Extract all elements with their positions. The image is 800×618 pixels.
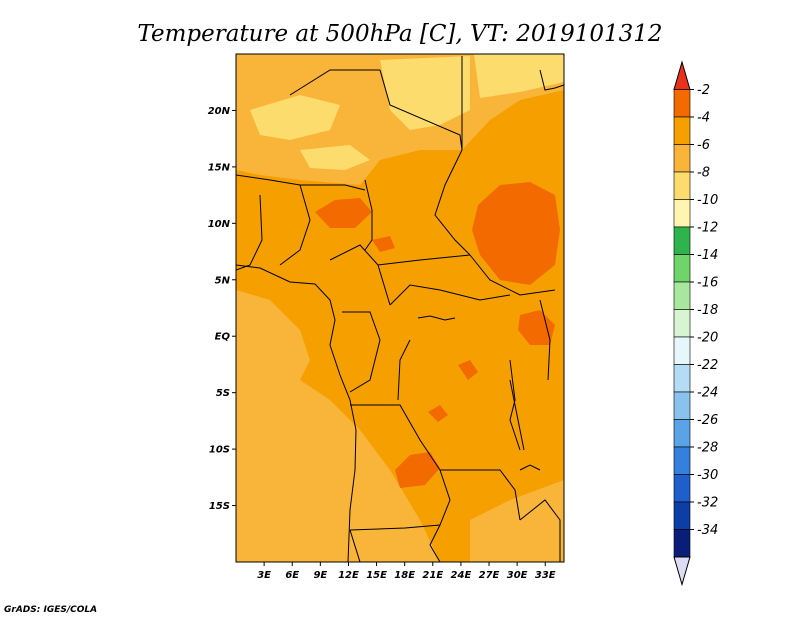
colorbar-label: -22 xyxy=(697,358,718,373)
y-axis: 20N 15N 10N 5N EQ 5S 10S 15S xyxy=(208,106,236,512)
y-tick-label: 10N xyxy=(208,219,231,230)
x-tick-label: 30E xyxy=(507,570,528,581)
x-tick-label: 9E xyxy=(313,570,327,581)
colorbar-label: -18 xyxy=(697,303,718,318)
colorbar-swatch xyxy=(673,89,691,118)
colorbar-swatch xyxy=(673,281,691,310)
field-level-8-southeast xyxy=(470,480,564,562)
colorbar-swatch xyxy=(673,226,691,255)
field-level-4-kasai xyxy=(428,405,448,422)
field-level-4-nigeria xyxy=(315,198,372,228)
y-tick-label: 15S xyxy=(209,501,230,512)
field-level-4-lake-victoria xyxy=(518,310,555,345)
colorbar-swatch xyxy=(673,144,691,173)
x-tick-label: 33E xyxy=(535,570,556,581)
colorbar: -2 -4 -6 -8 -10 -12 -14 -16 -18 -20 -22 -24 -26 -28 -3… xyxy=(673,60,718,587)
colorbar-label: -4 xyxy=(697,111,710,126)
colorbar-swatch xyxy=(673,254,691,283)
plot-frame xyxy=(235,53,565,563)
country-boundaries xyxy=(236,56,561,562)
colorbar-swatch xyxy=(673,391,691,420)
field-level-4-cameroon xyxy=(372,236,395,252)
colorbar-swatch xyxy=(673,474,691,503)
x-axis: 3E 6E 9E 12E 15E 18E 21E 24E 27E 30E 33E xyxy=(257,562,556,581)
x-tick-label: 21E xyxy=(422,570,443,581)
colorbar-bottom-triangle xyxy=(673,556,691,587)
x-tick-label: 18E xyxy=(394,570,415,581)
colorbar-swatch xyxy=(673,309,691,338)
colorbar-swatch xyxy=(673,446,691,475)
field-level-4-congo xyxy=(458,360,478,380)
field-level-10-libya xyxy=(380,56,470,130)
x-tick-label: 6E xyxy=(285,570,299,581)
colorbar-label: -16 xyxy=(697,276,718,291)
field-level-4-south-sudan xyxy=(472,182,560,285)
field-level-10-algeria xyxy=(250,95,340,140)
colorbar-swatch xyxy=(673,199,691,228)
colorbar-label: -10 xyxy=(697,193,718,208)
colorbar-label: -14 xyxy=(697,248,718,263)
colorbar-swatch xyxy=(673,116,691,145)
colorbar-label: -34 xyxy=(697,523,718,538)
y-tick-label: 20N xyxy=(208,106,231,117)
y-tick-label: 5S xyxy=(216,388,230,399)
coastlines xyxy=(236,69,564,562)
field-level-8-southwest xyxy=(236,290,440,562)
chart-title: Temperature at 500hPa [C], VT: 201910131… xyxy=(137,21,662,47)
y-tick-label: EQ xyxy=(215,332,231,343)
x-tick-label: 12E xyxy=(338,570,359,581)
colorbar-swatch xyxy=(673,171,691,200)
colorbar-top-triangle xyxy=(673,60,691,90)
colorbar-label: -26 xyxy=(697,413,718,428)
colorbar-label: -24 xyxy=(697,386,718,401)
colorbar-label: -12 xyxy=(697,221,718,236)
y-tick-label: 5N xyxy=(215,275,231,286)
colorbar-label: -8 xyxy=(697,166,710,181)
colorbar-label: -20 xyxy=(697,331,718,346)
x-tick-label: 15E xyxy=(366,570,387,581)
colorbar-label: -6 xyxy=(697,138,710,153)
colorbar-swatch xyxy=(673,364,691,393)
colorbar-swatch xyxy=(673,419,691,448)
colorbar-swatch xyxy=(673,336,691,365)
colorbar-label: -32 xyxy=(697,496,718,511)
x-tick-label: 27E xyxy=(479,570,500,581)
colorbar-swatch xyxy=(673,529,691,558)
x-tick-label: 24E xyxy=(451,570,472,581)
colorbar-label: -28 xyxy=(697,441,718,456)
grads-credit: GrADS: IGES/COLA xyxy=(4,605,97,615)
field-level-4-zambia xyxy=(395,452,440,488)
plot-area xyxy=(236,54,564,562)
colorbar-label: -30 xyxy=(697,468,718,483)
x-tick-label: 3E xyxy=(257,570,271,581)
y-tick-label: 15N xyxy=(208,162,231,173)
field-level-10-sahel xyxy=(300,145,370,170)
field-level-10-egypt xyxy=(474,54,564,98)
y-tick-label: 10S xyxy=(209,445,230,456)
colorbar-label: -2 xyxy=(697,83,710,98)
colorbar-swatch xyxy=(673,501,691,530)
